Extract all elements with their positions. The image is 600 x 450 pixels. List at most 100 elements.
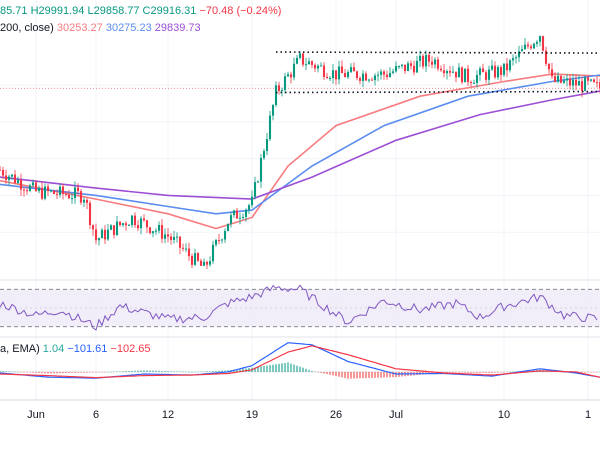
macd-histogram-bar (479, 371, 481, 373)
macd-histogram-bar (485, 371, 487, 373)
candle-body (496, 67, 500, 78)
candle-body (448, 71, 452, 73)
ema100-value: 30275.23 (105, 22, 152, 34)
macd-histogram-bar (101, 371, 103, 373)
x-tick-label: Jul (389, 409, 403, 421)
candle-body (208, 261, 212, 265)
candle-body (376, 74, 380, 76)
macd-histogram-bar (80, 371, 82, 373)
macd-histogram-bar (254, 367, 256, 372)
macd-histogram-value: 1.04 (42, 343, 65, 355)
candle-body (364, 73, 368, 81)
macd-histogram-bar (374, 371, 376, 378)
candle-body (463, 68, 467, 83)
candle-body (304, 64, 308, 66)
candle-body (64, 193, 68, 195)
candle-body (388, 72, 392, 77)
candle-body (76, 187, 80, 192)
candle-body (172, 237, 176, 240)
macd-histogram-bar (365, 371, 367, 379)
candle-body (445, 71, 449, 74)
macd-histogram-bar (164, 371, 166, 372)
macd-histogram-bar (506, 371, 508, 373)
candle-body (325, 76, 329, 79)
candle-body (484, 72, 488, 80)
ohlc-close: C29916.31 (142, 5, 197, 17)
macd-histogram-bar (14, 371, 16, 373)
candle-body (25, 190, 29, 192)
candle-body (589, 79, 593, 81)
macd-histogram-bar (128, 371, 130, 372)
macd-histogram-bar (467, 371, 469, 373)
macd-histogram-bar (590, 371, 592, 373)
ema-line-3 (0, 90, 600, 200)
macd-histogram-bar (47, 371, 49, 374)
macd-histogram-bar (455, 371, 457, 373)
macd-histogram-bar (83, 371, 85, 373)
macd-histogram-bar (326, 371, 328, 375)
candle-body (550, 69, 554, 77)
candle-body (91, 225, 95, 230)
candle-body (523, 44, 527, 50)
macd-histogram-bar (494, 371, 496, 373)
candle-body (451, 71, 455, 73)
candle-body (538, 36, 542, 42)
macd-histogram-bar (509, 371, 511, 373)
macd-histogram-bar (278, 363, 280, 372)
macd-histogram-bar (323, 371, 325, 374)
candle-body (400, 64, 404, 66)
macd-histogram-bar (143, 370, 145, 372)
candle-body (382, 71, 386, 75)
candle-body (526, 44, 530, 47)
candle-body (424, 55, 428, 67)
macd-histogram-bar (62, 371, 64, 374)
candle-body (286, 74, 290, 77)
macd-histogram-bar (224, 370, 226, 372)
macd-histogram-bar (503, 371, 505, 373)
candle-body (181, 247, 185, 249)
candle-body (331, 70, 335, 79)
macd-histogram-bar (212, 371, 214, 372)
candle-body (58, 186, 62, 195)
macd-histogram-bar (140, 370, 142, 372)
candle-body (73, 187, 77, 198)
candle-body (430, 61, 434, 65)
macd-histogram-bar (152, 370, 154, 372)
macd-histogram-bar (299, 366, 301, 372)
candle-body (94, 229, 98, 241)
candle-body (52, 190, 56, 194)
candle-body (517, 51, 521, 58)
candle-body (106, 229, 110, 240)
macd-histogram-bar (302, 367, 304, 372)
macd-histogram-bar (593, 371, 595, 373)
macd-histogram-bar (50, 371, 52, 374)
candle-body (88, 202, 92, 226)
candle-body (433, 59, 437, 65)
candle-body (565, 78, 569, 81)
candle-body (319, 65, 323, 67)
macd-histogram-bar (134, 370, 136, 372)
macd-histogram-bar (596, 371, 598, 373)
macd-histogram-bar (239, 369, 241, 372)
macd-histogram-bar (146, 370, 148, 372)
candle-body (310, 61, 314, 65)
candle-body (583, 77, 587, 91)
candle-body (397, 66, 401, 67)
candle-body (49, 190, 53, 192)
candle-body (478, 68, 482, 75)
macd-histogram-bar (179, 371, 181, 372)
candle-body (157, 225, 161, 231)
candle-body (7, 176, 11, 180)
macd-histogram-bar (59, 371, 61, 374)
macd-histogram-bar (464, 371, 466, 373)
candle-body (145, 220, 149, 228)
macd-histogram-bar (161, 370, 163, 372)
macd-histogram-bar (188, 371, 190, 373)
candle-body (586, 77, 590, 81)
macd-histogram-bar (158, 370, 160, 372)
macd-histogram-bar (473, 371, 475, 373)
macd-histogram-bar (386, 371, 388, 378)
macd-histogram-bar (491, 371, 493, 373)
candle-body (241, 217, 245, 218)
